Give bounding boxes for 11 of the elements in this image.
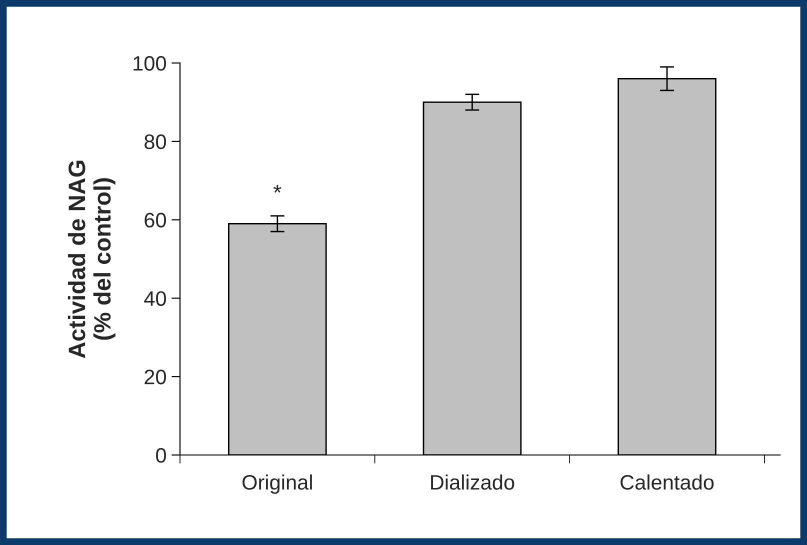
y-tick-label: 80 xyxy=(144,134,166,150)
x-tick-label: Dializado xyxy=(431,474,514,490)
y-tick-label: 20 xyxy=(144,370,166,384)
y-tick-label: 60 xyxy=(144,212,166,228)
annotation: * xyxy=(273,184,282,193)
y-tick-label: 40 xyxy=(144,291,166,306)
y-tick-label: 0 xyxy=(156,448,166,463)
x-tick-label: Original xyxy=(242,474,312,494)
y-axis-title: Actividad de NAG (% del control) xyxy=(68,160,116,358)
y-tick-label: 100 xyxy=(134,56,166,71)
x-tick-label: Calentado xyxy=(620,474,714,490)
